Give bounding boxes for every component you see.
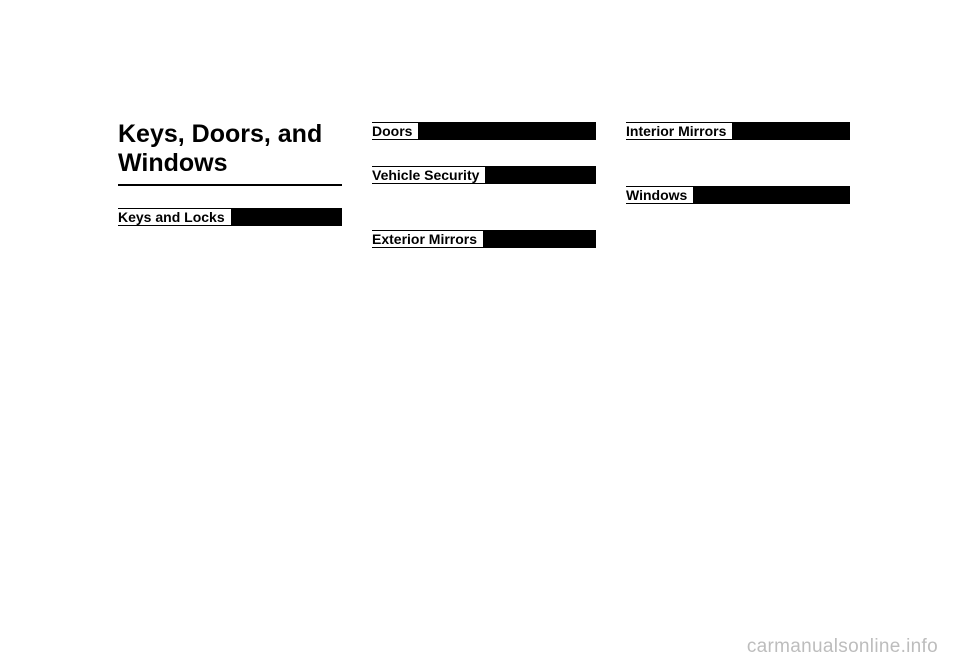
- spacer: [372, 144, 596, 164]
- section-heading-interior-mirrors: Interior Mirrors: [626, 122, 850, 140]
- section-heading-label: Windows: [626, 187, 693, 203]
- manual-page: Keys, Doors, and Windows Keys and Locks …: [0, 0, 960, 252]
- section-heading-vehicle-security: Vehicle Security: [372, 166, 596, 184]
- spacer: [626, 144, 850, 164]
- spacer: [372, 188, 596, 208]
- column-middle: Doors Vehicle Security Exterior Mirrors: [372, 120, 596, 252]
- section-heading-doors: Doors: [372, 122, 596, 140]
- column-left: Keys, Doors, and Windows Keys and Locks: [118, 120, 342, 252]
- section-heading-label: Interior Mirrors: [626, 123, 732, 139]
- section-heading-exterior-mirrors: Exterior Mirrors: [372, 230, 596, 248]
- spacer: [372, 208, 596, 228]
- section-heading-label: Keys and Locks: [118, 209, 231, 225]
- column-right: Interior Mirrors Windows: [626, 120, 850, 252]
- section-heading-label: Doors: [372, 123, 418, 139]
- section-heading-label: Exterior Mirrors: [372, 231, 483, 247]
- section-heading-windows: Windows: [626, 186, 850, 204]
- section-heading-label: Vehicle Security: [372, 167, 485, 183]
- chapter-title: Keys, Doors, and Windows: [118, 120, 342, 186]
- section-heading-keys-and-locks: Keys and Locks: [118, 208, 342, 226]
- watermark-text: carmanualsonline.info: [747, 636, 938, 658]
- spacer: [626, 164, 850, 184]
